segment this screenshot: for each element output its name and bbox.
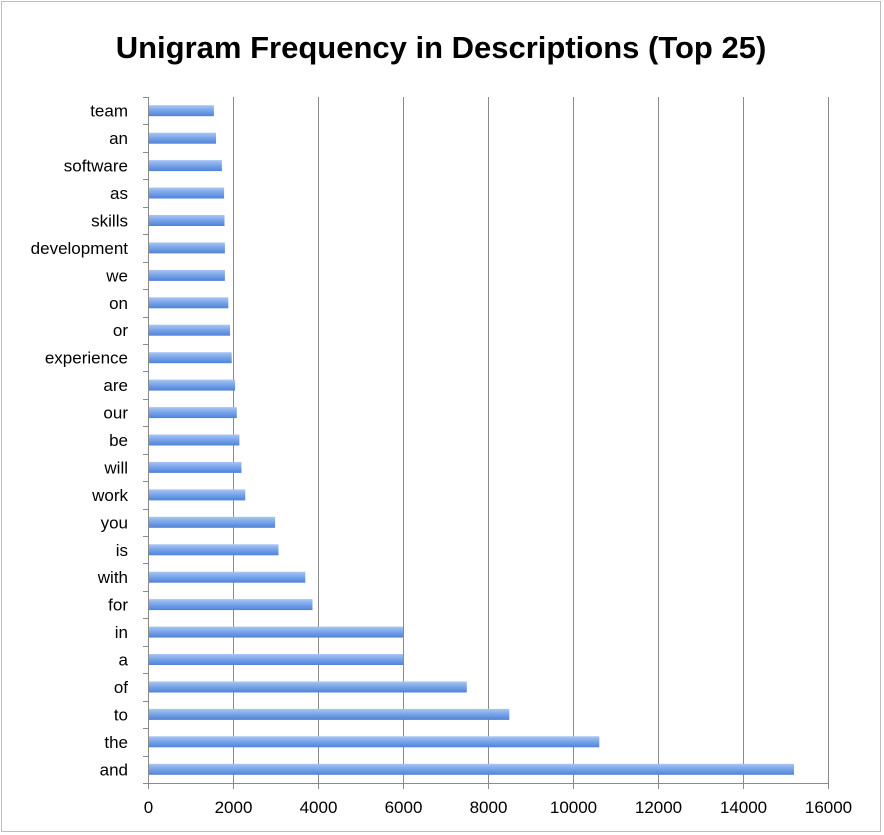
bar-skills xyxy=(149,215,225,226)
labels: team an software as skills development we on or e… xyxy=(31,102,852,817)
category-label: we xyxy=(105,266,128,285)
bar-will xyxy=(149,461,242,473)
bar-as xyxy=(149,187,225,199)
bar-software xyxy=(149,160,222,172)
category-label: for xyxy=(108,596,128,615)
x-tick-label: 4000 xyxy=(300,798,338,817)
category-label: skills xyxy=(91,212,128,231)
x-tick-label: 14000 xyxy=(720,798,767,817)
category-label: on xyxy=(109,294,128,313)
chart-title: Unigram Frequency in Descriptions (Top 2… xyxy=(116,30,767,65)
bar-on xyxy=(149,297,229,309)
bar-of xyxy=(149,681,467,693)
gridlines xyxy=(233,97,829,783)
x-tick-label: 12000 xyxy=(635,798,682,817)
bar-team xyxy=(149,105,214,117)
bars xyxy=(149,105,794,775)
category-label: in xyxy=(115,623,128,642)
category-label: software xyxy=(64,157,128,176)
category-label: an xyxy=(109,129,128,148)
bar-the xyxy=(149,736,600,748)
category-label: you xyxy=(101,513,128,532)
bar-development xyxy=(149,242,225,254)
category-label: be xyxy=(109,431,128,450)
category-label: a xyxy=(119,651,129,670)
x-tick-label: 0 xyxy=(144,798,153,817)
bar-for xyxy=(149,599,313,611)
x-tick-label: 10000 xyxy=(550,798,597,817)
category-label: with xyxy=(97,568,128,587)
category-label: team xyxy=(90,102,128,121)
bar-with xyxy=(149,571,306,583)
axes xyxy=(143,97,829,789)
bar-or xyxy=(149,324,230,336)
category-label: is xyxy=(116,541,128,560)
category-label: or xyxy=(113,321,128,340)
category-label: our xyxy=(103,404,128,423)
category-label: experience xyxy=(45,349,128,368)
bar-we xyxy=(149,269,225,281)
x-tick-label: 16000 xyxy=(805,798,852,817)
category-label: and xyxy=(100,760,128,779)
category-label: will xyxy=(103,458,128,477)
x-tick-label: 8000 xyxy=(470,798,508,817)
category-label: are xyxy=(103,376,128,395)
category-label: development xyxy=(31,239,129,258)
category-label: of xyxy=(114,678,128,697)
bar-our xyxy=(149,407,237,419)
bar-you xyxy=(149,516,276,528)
category-label: to xyxy=(114,705,128,724)
bar-experience xyxy=(149,352,232,364)
bar-to xyxy=(149,708,510,720)
bar-is xyxy=(149,544,279,556)
bar-and xyxy=(149,763,794,775)
x-tick-label: 6000 xyxy=(385,798,423,817)
bar-be xyxy=(149,434,240,446)
category-label: as xyxy=(110,184,128,203)
category-label: work xyxy=(91,486,128,505)
bar-an xyxy=(149,132,216,144)
bar-in xyxy=(149,626,403,638)
category-label: the xyxy=(104,733,128,752)
bar-are xyxy=(149,379,236,391)
bar-a xyxy=(149,654,403,665)
x-tick-label: 2000 xyxy=(215,798,253,817)
bar-work xyxy=(149,489,246,501)
